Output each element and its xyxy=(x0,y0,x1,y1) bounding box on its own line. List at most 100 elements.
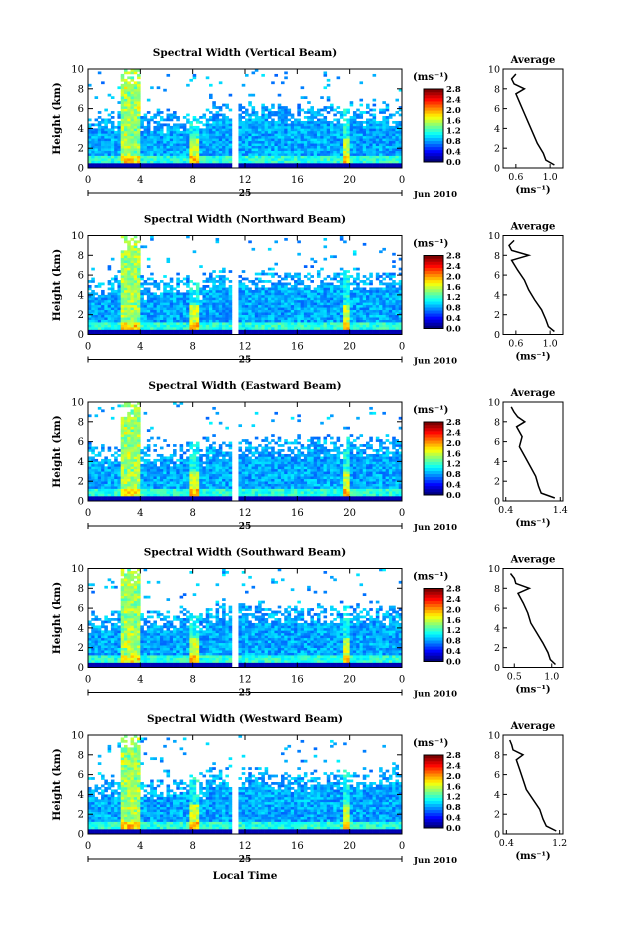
x-tick-label: 4 xyxy=(137,342,143,353)
heatmap-cell xyxy=(385,329,390,333)
heatmap-cell xyxy=(326,133,331,137)
heatmap-cell xyxy=(97,299,102,303)
heatmap-cell xyxy=(245,138,249,142)
heatmap-cell xyxy=(205,118,210,122)
heatmap-cell xyxy=(225,153,229,156)
heatmap-cell xyxy=(382,319,386,323)
heatmap-cell xyxy=(153,120,157,124)
heatmap-cell xyxy=(323,282,328,286)
heatmap-cell xyxy=(271,153,275,156)
heatmap-cell xyxy=(101,444,105,447)
heatmap-cell xyxy=(189,125,193,129)
x-tick-label: 4 xyxy=(137,175,143,186)
heatmap-cell xyxy=(209,130,213,134)
heatmap-cell xyxy=(261,140,265,144)
heatmap-cell xyxy=(94,150,99,154)
heatmap-cell xyxy=(117,332,122,335)
heatmap-cell xyxy=(372,322,377,325)
heatmap-cell xyxy=(379,304,383,308)
heatmap-cell xyxy=(359,294,364,298)
heatmap-cell xyxy=(303,165,308,169)
heatmap-cell xyxy=(267,314,272,318)
heatmap-cell xyxy=(352,111,357,114)
heatmap-cell xyxy=(225,148,229,151)
heatmap-cell xyxy=(182,155,187,159)
heatmap-cell xyxy=(150,332,154,335)
heatmap-cell xyxy=(173,302,177,306)
heatmap-cell xyxy=(392,153,396,156)
heatmap-cell xyxy=(117,473,122,477)
heatmap-cell xyxy=(323,86,328,90)
heatmap-cell xyxy=(88,155,92,159)
heatmap-cell xyxy=(352,153,357,156)
heatmap-cell xyxy=(153,297,157,301)
heatmap-cell xyxy=(215,125,220,129)
heatmap-cell xyxy=(271,158,275,161)
heatmap-cell xyxy=(120,421,125,425)
heatmap-cell xyxy=(110,289,115,293)
heatmap-cell xyxy=(133,498,138,502)
heatmap-cell xyxy=(114,160,118,164)
heatmap-cell xyxy=(343,133,347,137)
heatmap-cell xyxy=(94,302,99,306)
heatmap-cell xyxy=(261,135,265,139)
heatmap-cell xyxy=(140,476,144,480)
heatmap-cell xyxy=(123,314,128,318)
heatmap-cell xyxy=(137,120,141,124)
heatmap-cell xyxy=(173,297,177,301)
heatmap-cell xyxy=(137,312,141,315)
heatmap-cell xyxy=(398,307,403,311)
heatmap-cell xyxy=(104,304,108,308)
heatmap-cell xyxy=(356,143,360,147)
heatmap-cell xyxy=(143,299,148,303)
heatmap-cell xyxy=(156,322,161,325)
heatmap-cell xyxy=(310,135,314,139)
heatmap-cell xyxy=(176,297,180,301)
heatmap-cell xyxy=(346,135,350,139)
heatmap-cell xyxy=(287,275,292,278)
heatmap-cell xyxy=(228,324,233,328)
heatmap-cell xyxy=(163,135,167,139)
heatmap-cell xyxy=(209,307,213,311)
heatmap-cell xyxy=(359,98,364,102)
heatmap-cell xyxy=(159,302,164,306)
heatmap-cell xyxy=(277,138,282,142)
heatmap-cell xyxy=(123,329,128,333)
heatmap-cell xyxy=(280,123,285,127)
heatmap-cell xyxy=(117,150,122,154)
heatmap-cell xyxy=(153,294,157,298)
heatmap-cell xyxy=(294,294,298,298)
heatmap-cell xyxy=(280,332,285,335)
heatmap-cell xyxy=(261,299,265,303)
heatmap-cell xyxy=(258,324,262,328)
heatmap-cell xyxy=(133,416,138,420)
heatmap-cell xyxy=(359,309,364,313)
heatmap-cell xyxy=(352,307,357,311)
heatmap-cell xyxy=(218,282,223,286)
heatmap-cell xyxy=(330,297,334,301)
heatmap-cell xyxy=(123,237,128,241)
heatmap-cell xyxy=(313,260,318,264)
heatmap-cell xyxy=(369,317,373,320)
heatmap-cell xyxy=(245,304,249,308)
heatmap-cell xyxy=(101,478,105,482)
heatmap-cell xyxy=(343,312,347,315)
heatmap-cell xyxy=(130,461,135,465)
heatmap-cell xyxy=(398,160,403,164)
heatmap-cell xyxy=(150,135,154,139)
heatmap-cell xyxy=(110,496,115,499)
heatmap-cell xyxy=(300,297,305,301)
heatmap-cell xyxy=(395,155,400,159)
heatmap-cell xyxy=(199,304,203,308)
heatmap-cell xyxy=(284,163,288,166)
heatmap-cell xyxy=(388,282,393,286)
heatmap-cell xyxy=(372,108,377,112)
heatmap-cell xyxy=(388,312,393,315)
heatmap-cell xyxy=(133,449,138,452)
heatmap-cell xyxy=(133,252,138,256)
heatmap-cell xyxy=(225,145,229,149)
heatmap-cell xyxy=(228,125,233,129)
heatmap-cell xyxy=(375,299,380,303)
heatmap-cell xyxy=(153,145,157,149)
heatmap-cell xyxy=(248,322,252,325)
